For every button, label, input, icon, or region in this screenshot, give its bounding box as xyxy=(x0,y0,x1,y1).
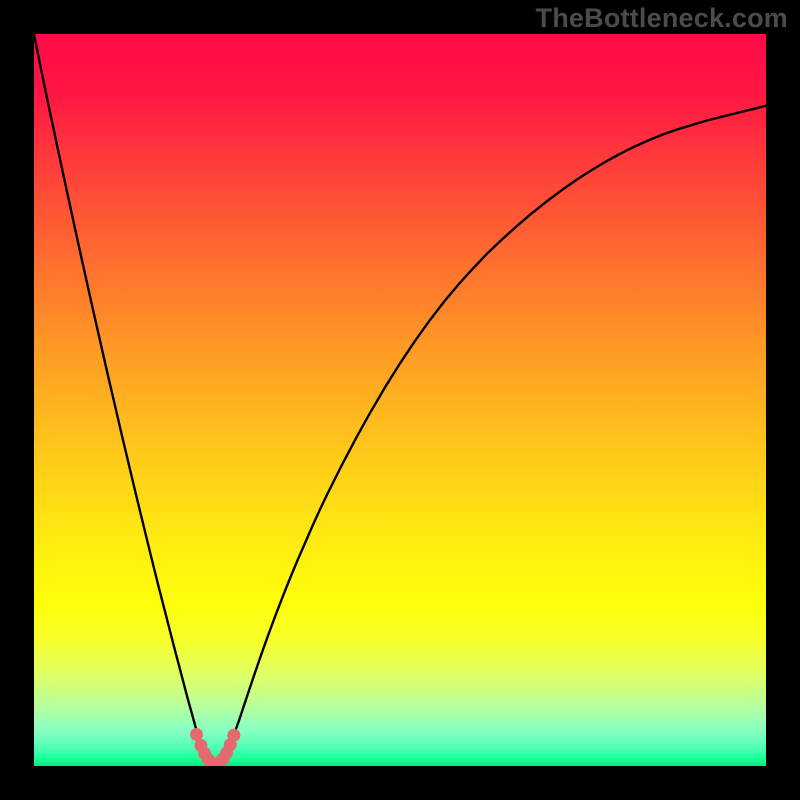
bottleneck-chart xyxy=(0,0,800,800)
chart-background xyxy=(34,34,766,766)
data-marker xyxy=(191,729,203,741)
data-marker xyxy=(228,729,240,741)
watermark-text: TheBottleneck.com xyxy=(536,3,788,34)
